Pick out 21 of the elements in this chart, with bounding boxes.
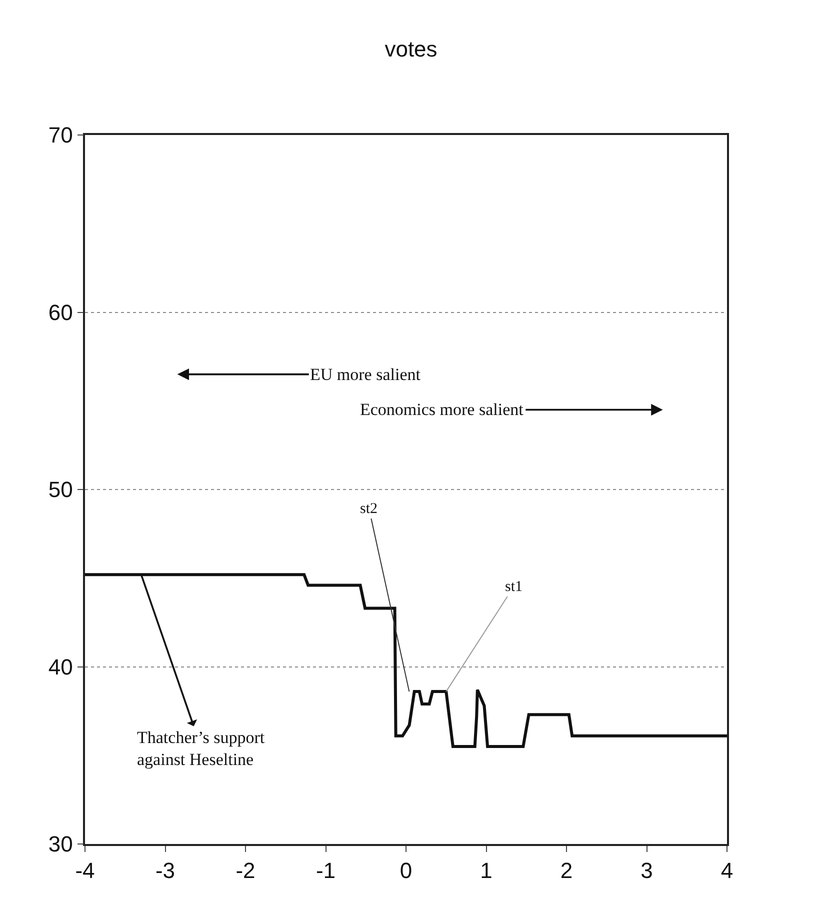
annotation: st1: [505, 579, 523, 595]
y-tick-label: 60: [48, 300, 73, 325]
x-tick-label: 3: [640, 858, 653, 884]
x-tick-label: 4: [720, 858, 734, 884]
x-tick-label: 2: [560, 858, 573, 884]
x-tick-label: -3: [155, 858, 176, 884]
annotation: Economics more salient: [360, 400, 524, 419]
line-series: [85, 573, 727, 748]
y-tick-label: 50: [48, 477, 73, 502]
x-tick-label: -4: [75, 858, 95, 884]
x-tick-label: 1: [480, 858, 492, 884]
x-tick-label: -1: [316, 858, 336, 884]
y-tick-label: 70: [48, 122, 73, 148]
annotation: Thatcher’s support against Heseltine: [137, 728, 265, 770]
annotation: st2: [360, 501, 378, 517]
annotation: EU more salient: [310, 365, 421, 384]
x-tick-label: 0: [400, 858, 412, 884]
x-tick-label: -2: [236, 858, 256, 884]
y-tick-label: 30: [48, 832, 73, 857]
y-tick-label: 40: [48, 654, 73, 680]
chart-title: votes: [384, 36, 438, 62]
